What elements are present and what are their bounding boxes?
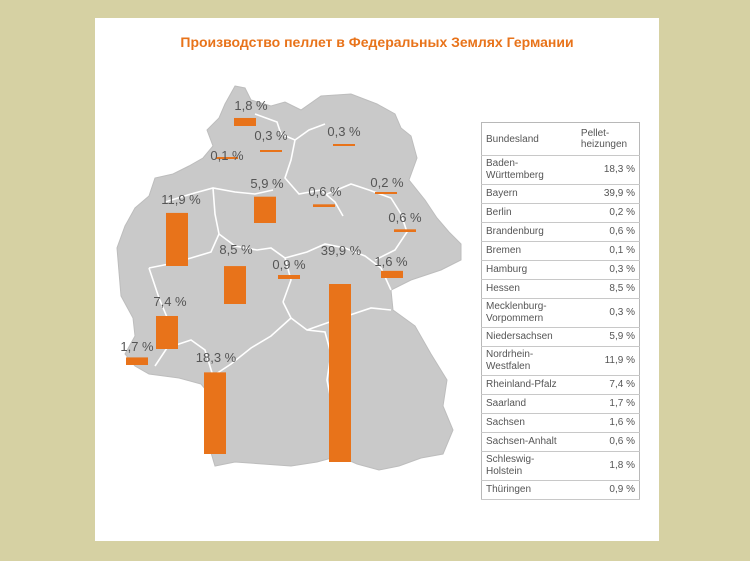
chart-panel: 1,8 % 0,3 % 0,3 % 0,1 % 5,9 % 0,6 % 0,2 % 11,9 … (95, 18, 659, 541)
table-cell-state: Niedersachsen (481, 327, 571, 347)
table-row: Mecklenburg- Vorpommern 0,3 % (481, 298, 640, 328)
chart-title: Производство пеллет в Федеральных Землях… (180, 34, 574, 50)
table-cell-state: Bremen (481, 241, 571, 261)
table-row: Schleswig- Holstein 1,8 % (481, 451, 640, 481)
table-row: Hessen 8,5 % (481, 279, 640, 299)
table-cell-value: 18,3 % (570, 155, 640, 185)
data-label: 0,6 % (388, 210, 422, 225)
table-cell-value: 0,9 % (570, 480, 640, 500)
table-cell-value: 0,2 % (570, 203, 640, 223)
bar-thüringen (278, 274, 300, 279)
table-cell-state: Saarland (481, 394, 571, 414)
bar-niedersachsen (254, 196, 276, 223)
table-body: Baden- Württemberg 18,3 % Bayern 39,9 % Berl… (481, 155, 640, 500)
table-cell-value: 8,5 % (570, 279, 640, 299)
data-label: 39,9 % (321, 243, 362, 258)
bar-baden-württemberg (204, 372, 226, 454)
data-label: 7,4 % (153, 294, 187, 309)
data-label: 1,8 % (234, 98, 268, 113)
table-row: Baden- Württemberg 18,3 % (481, 155, 640, 185)
bar-sachsen-anhalt (313, 204, 335, 207)
table-cell-value: 1,6 % (570, 413, 640, 433)
table-row: Bremen 0,1 % (481, 241, 640, 261)
bar-schleswig-holstein (234, 117, 256, 126)
germany-map: 1,8 % 0,3 % 0,3 % 0,1 % 5,9 % 0,6 % 0,2 % 11,9 … (116, 85, 462, 471)
table-cell-value: 7,4 % (570, 375, 640, 395)
table-cell-value: 11,9 % (570, 346, 640, 376)
table-row: Berlin 0,2 % (481, 203, 640, 223)
data-label: 0,9 % (272, 257, 306, 272)
table-row: Bayern 39,9 % (481, 184, 640, 204)
table-row: Brandenburg 0,6 % (481, 222, 640, 242)
data-label: 0,3 % (254, 128, 288, 143)
table-row: Hamburg 0,3 % (481, 260, 640, 280)
data-label: 1,7 % (120, 339, 154, 354)
table-header-row: Bundesland Pellet- heizungen (481, 122, 640, 156)
table-cell-state: Brandenburg (481, 222, 571, 242)
table-row: Rheinland-Pfalz 7,4 % (481, 375, 640, 395)
data-label: 1,6 % (374, 254, 408, 269)
table-cell-value: 1,8 % (570, 451, 640, 481)
table-cell-state: Hessen (481, 279, 571, 299)
table-cell-state: Sachsen (481, 413, 571, 433)
table-row: Saarland 1,7 % (481, 394, 640, 414)
data-label: 0,3 % (327, 124, 361, 139)
data-label: 0,2 % (370, 175, 404, 190)
data-label: 5,9 % (250, 176, 284, 191)
bar-hamburg (260, 150, 282, 152)
bar-nordrhein-westfalen (166, 212, 188, 266)
table-row: Niedersachsen 5,9 % (481, 327, 640, 347)
header-pelletheizungen: Pellet- heizungen (570, 122, 640, 156)
table-cell-value: 0,3 % (570, 298, 640, 328)
table-cell-value: 0,1 % (570, 241, 640, 261)
header-bundesland: Bundesland (481, 122, 571, 156)
table-cell-value: 0,6 % (570, 222, 640, 242)
table-cell-state: Bayern (481, 184, 571, 204)
bar-berlin (375, 192, 397, 194)
table-cell-state: Berlin (481, 203, 571, 223)
bars: 1,8 % 0,3 % 0,3 % 0,1 % 5,9 % 0,6 % 0,2 % 11,9 … (120, 98, 422, 462)
bar-bayern (329, 284, 351, 462)
table-cell-value: 0,6 % (570, 432, 640, 452)
table-cell-value: 5,9 % (570, 327, 640, 347)
data-label: 18,3 % (196, 350, 237, 365)
bar-sachsen (381, 270, 403, 278)
bar-bremen (216, 157, 238, 159)
data-label: 11,9 % (161, 192, 201, 207)
data-table: Bundesland Pellet- heizungen Baden- Würt… (481, 122, 640, 500)
data-label: 8,5 % (219, 242, 253, 257)
bar-hessen (224, 266, 246, 304)
table-cell-state: Hamburg (481, 260, 571, 280)
bar-brandenburg (394, 229, 416, 232)
table-cell-state: Thüringen (481, 480, 571, 500)
table-row: Nordrhein- Westfalen 11,9 % (481, 346, 640, 376)
table-row: Sachsen 1,6 % (481, 413, 640, 433)
bar-mecklenburg-vorpommern (333, 144, 355, 146)
table-cell-value: 1,7 % (570, 394, 640, 414)
table-cell-state: Rheinland-Pfalz (481, 375, 571, 395)
table-cell-state: Schleswig- Holstein (481, 451, 571, 481)
table-cell-state: Baden- Württemberg (481, 155, 571, 185)
table-cell-value: 0,3 % (570, 260, 640, 280)
bar-rheinland-pfalz (156, 315, 178, 349)
bar-saarland (126, 357, 148, 365)
data-label: 0,6 % (308, 184, 342, 199)
table-cell-state: Mecklenburg- Vorpommern (481, 298, 571, 328)
table-cell-value: 39,9 % (570, 184, 640, 204)
table-cell-state: Sachsen-Anhalt (481, 432, 571, 452)
table-row: Thüringen 0,9 % (481, 480, 640, 500)
table-row: Sachsen-Anhalt 0,6 % (481, 432, 640, 452)
data-label: 0,1 % (210, 148, 244, 163)
table-cell-state: Nordrhein- Westfalen (481, 346, 571, 376)
